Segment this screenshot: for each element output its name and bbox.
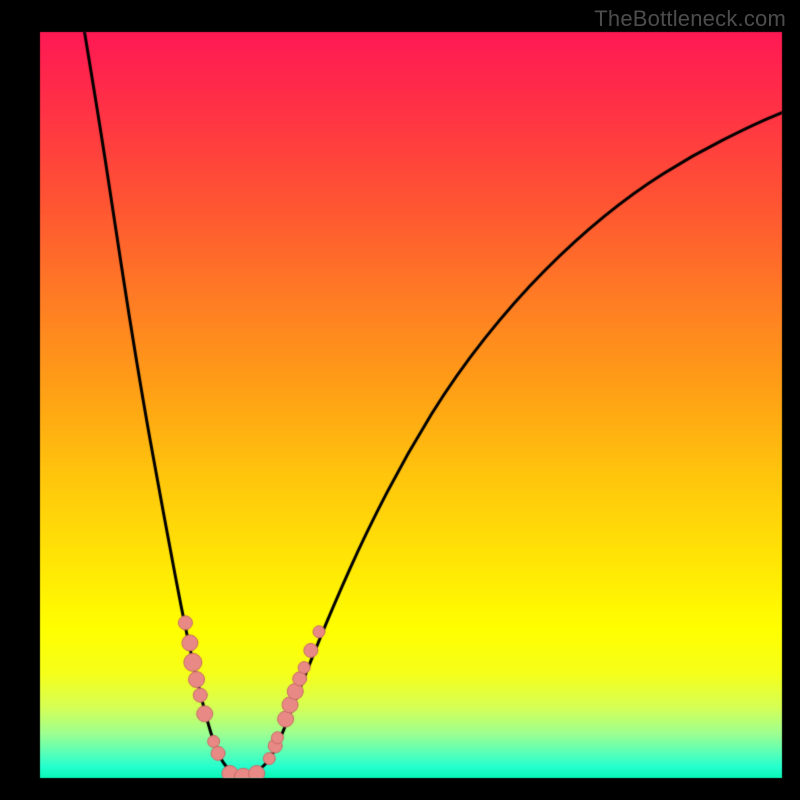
chart-root: TheBottleneck.com [0, 0, 800, 800]
chart-curve-canvas [0, 0, 800, 800]
